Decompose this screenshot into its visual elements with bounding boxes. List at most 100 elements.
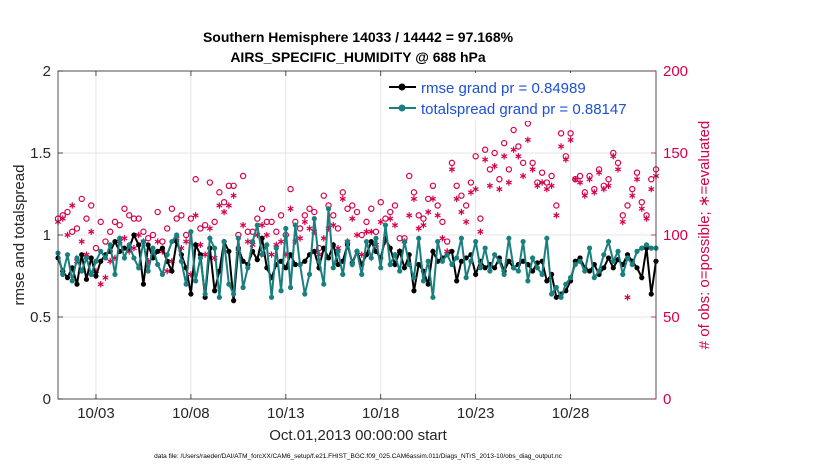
rmse-series-point (605, 255, 612, 261)
obs-evaluated-marker (69, 202, 76, 209)
obs-evaluated-stroke (353, 232, 361, 238)
totalspread-series-point (487, 268, 493, 274)
totalspread-series-point (259, 252, 265, 258)
obs-possible-marker (543, 179, 551, 186)
obs-possible-marker (349, 202, 356, 209)
rmse-series-point (212, 288, 218, 294)
rmse-series-point (397, 248, 403, 254)
legend-rmse-marker (398, 83, 406, 91)
obs-evaluated-stroke (202, 252, 209, 257)
obs-evaluated-stroke (263, 232, 270, 238)
obs-evaluated-marker (259, 221, 266, 229)
rmse-series-point (240, 258, 246, 264)
obs-evaluated-stroke (268, 252, 275, 257)
obs-possible-marker (273, 228, 280, 235)
obs-possible-marker (424, 195, 432, 203)
totalspread-series-point (378, 265, 384, 271)
obs-possible-marker (387, 208, 394, 216)
totalspread-series-point (501, 271, 507, 277)
obs-evaluated-marker (353, 231, 361, 239)
obs-evaluated-stroke (64, 232, 71, 238)
totalspread-series-point (420, 278, 427, 284)
rmse-series-point (159, 245, 166, 251)
obs-possible-marker (197, 225, 204, 232)
rmse-series-point (83, 276, 90, 282)
obs-possible-marker (358, 231, 365, 239)
totalspread-series-point (520, 238, 526, 245)
obs-possible-marker (64, 208, 71, 216)
obs-evaluated-stroke (576, 180, 584, 185)
obs-possible-marker (638, 198, 645, 206)
obs-evaluated-marker (510, 146, 517, 153)
obs-evaluated-marker (368, 228, 375, 235)
obs-evaluated-marker (230, 192, 237, 199)
totalspread-series-point (534, 265, 540, 271)
y-right-tick-label: 150 (663, 145, 688, 162)
obs-evaluated-marker (287, 205, 294, 212)
totalspread-series-point (240, 284, 246, 291)
obs-possible-marker (368, 205, 375, 212)
obs-evaluated-stroke (648, 186, 655, 192)
totalspread-series-point (344, 238, 351, 245)
obs-possible-marker (477, 215, 484, 222)
rmse-series-point (226, 248, 232, 254)
obs-evaluated-marker (629, 192, 636, 199)
obs-possible-marker (576, 172, 584, 180)
totalspread-series-point (212, 245, 218, 251)
obs-evaluated-stroke (453, 196, 460, 202)
totalspread-series-point (496, 258, 502, 264)
obs-evaluated-marker (429, 195, 437, 203)
obs-possible-marker (135, 215, 142, 222)
obs-evaluated-stroke (334, 246, 342, 251)
obs-possible-marker (178, 212, 185, 219)
obs-evaluated-marker (548, 182, 555, 189)
obs-possible-marker (629, 185, 636, 193)
obs-evaluated-stroke (339, 196, 346, 202)
rmse-series-point (136, 242, 142, 248)
rmse-series-point (292, 261, 298, 268)
obs-evaluated-stroke (420, 223, 427, 228)
obs-evaluated-stroke (633, 177, 641, 182)
obs-evaluated-marker (567, 136, 574, 144)
totalspread-series-point (548, 291, 555, 297)
obs-possible-marker (173, 215, 180, 222)
obs-evaluated-marker (486, 182, 493, 189)
obs-evaluated-stroke (548, 183, 555, 188)
obs-evaluated-stroke (244, 239, 251, 244)
obs-possible-marker (529, 159, 536, 167)
totalspread-series-point (60, 271, 66, 277)
obs-evaluated-stroke (429, 196, 437, 202)
obs-evaluated-stroke (534, 183, 541, 188)
rmse-series-point (169, 268, 175, 274)
totalspread-series-point (539, 271, 545, 277)
obs-possible-marker (377, 198, 384, 206)
obs-evaluated-stroke (614, 167, 622, 172)
totalspread-series-point (363, 238, 370, 245)
obs-evaluated-stroke (567, 137, 574, 142)
obs-evaluated-marker (586, 176, 593, 183)
obs-evaluated-stroke (477, 229, 484, 234)
rmse-series-point (392, 261, 398, 268)
obs-possible-marker (163, 225, 171, 232)
totalspread-series-point (586, 245, 593, 251)
obs-evaluated-marker (301, 218, 308, 226)
obs-evaluated-stroke (510, 147, 517, 152)
obs-possible-marker (69, 228, 76, 235)
obs-possible-marker (467, 179, 475, 186)
totalspread-series-point (150, 245, 156, 251)
obs-evaluated-stroke (629, 193, 636, 198)
obs-evaluated-marker (263, 231, 270, 239)
obs-evaluated-stroke (406, 213, 413, 218)
obs-evaluated-stroke (221, 209, 228, 215)
totalspread-series-point (634, 248, 640, 254)
obs-evaluated-stroke (619, 219, 626, 224)
obs-possible-marker (382, 215, 389, 222)
obs-possible-marker (88, 202, 95, 209)
totalspread-series-point (643, 242, 650, 248)
obs-evaluated-marker (515, 153, 522, 160)
obs-evaluated-marker (591, 189, 598, 196)
totalspread-series-point (359, 271, 365, 277)
rmse-series-point (473, 271, 479, 277)
totalspread-series-point (596, 268, 602, 274)
obs-possible-marker (306, 205, 313, 212)
